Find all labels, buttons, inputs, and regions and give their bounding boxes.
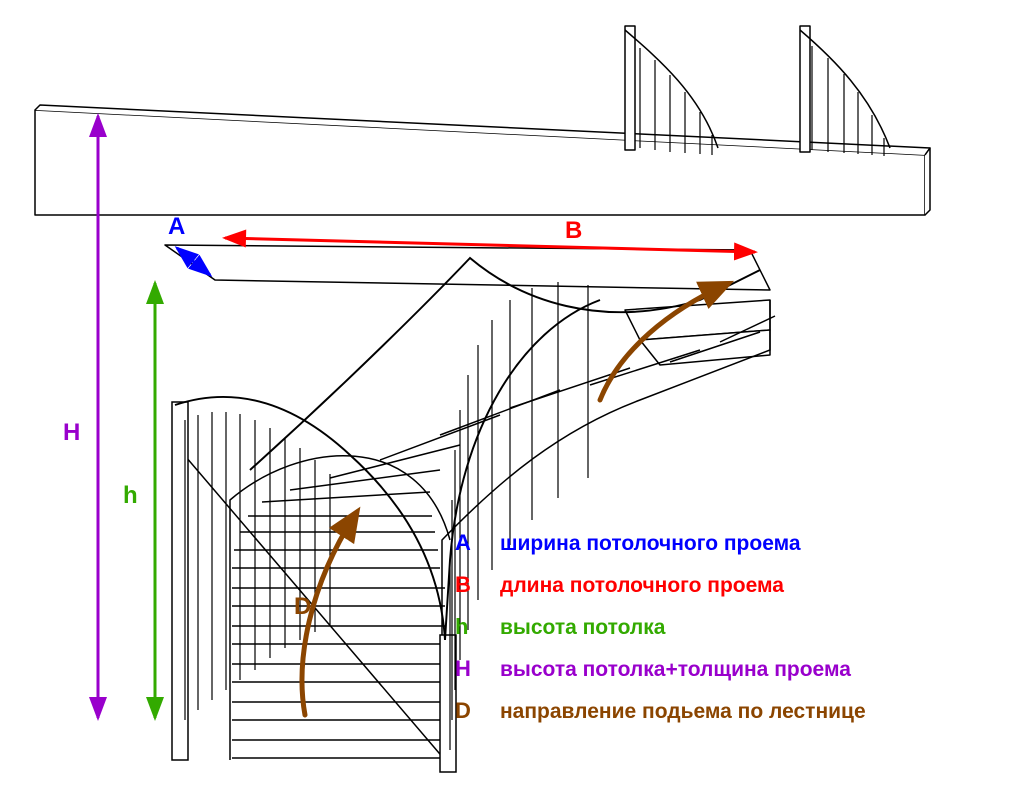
- legend-text-h: высота потолка: [500, 616, 666, 639]
- legend-text-B: длина потолочного проема: [500, 574, 784, 597]
- legend: Aширина потолочного проема Bдлина потолоч…: [455, 530, 866, 723]
- legend-key-D: D: [455, 698, 471, 723]
- dim-label-D: D: [294, 593, 311, 620]
- legend-key-H: H: [455, 656, 471, 681]
- legend-text-A: ширина потолочного проема: [500, 532, 801, 555]
- legend-key-A: A: [455, 530, 471, 555]
- legend-key-h: h: [455, 614, 468, 639]
- dim-label-A: A: [168, 213, 185, 240]
- staircase-diagram: HhBAD Aширина потолочного проемаBдлина п…: [0, 0, 1024, 794]
- legend-text-D: направление подьема по лестнице: [500, 700, 866, 723]
- dim-label-h: h: [123, 482, 138, 509]
- legend-key-B: B: [455, 572, 471, 597]
- dim-label-B: B: [565, 217, 582, 244]
- legend-text-H: высота потолка+толщина проема: [500, 658, 851, 681]
- dim-label-H: H: [63, 419, 80, 446]
